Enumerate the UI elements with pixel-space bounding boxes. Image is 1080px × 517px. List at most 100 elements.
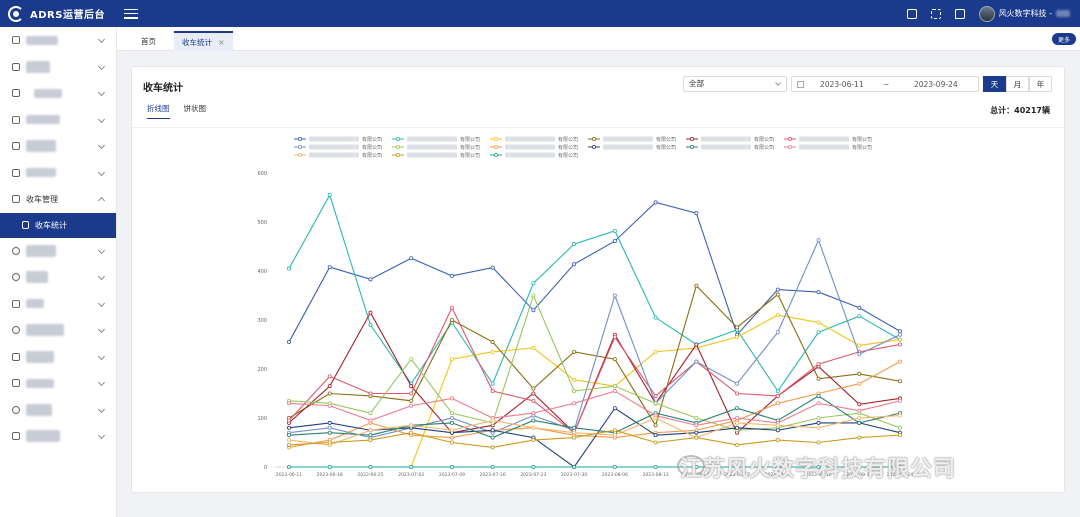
data-point xyxy=(816,393,821,398)
month-button[interactable]: 月 xyxy=(1006,76,1029,92)
legend-label: 有限公司 xyxy=(656,136,676,143)
page-title: 收车统计 xyxy=(143,83,183,94)
data-point xyxy=(490,464,495,469)
data-point xyxy=(898,337,903,342)
date-range-picker[interactable]: 2023-06-11 ~ 2023-09-24 xyxy=(791,76,979,92)
sidebar-item[interactable] xyxy=(0,423,116,450)
sidebar-item[interactable] xyxy=(0,54,116,81)
message-icon[interactable] xyxy=(954,8,965,19)
more-button[interactable]: 更多 xyxy=(1051,33,1076,45)
year-button[interactable]: 年 xyxy=(1029,76,1052,92)
sidebar-item[interactable] xyxy=(0,317,116,344)
sidebar-item[interactable] xyxy=(0,291,116,318)
x-tick-label: 2023-07-23 xyxy=(520,472,546,478)
data-point xyxy=(490,435,495,440)
data-point xyxy=(694,342,699,347)
screen-icon xyxy=(12,432,20,441)
legend-name-redacted xyxy=(309,136,359,142)
legend-marker xyxy=(788,145,793,150)
data-point xyxy=(449,415,454,420)
data-point xyxy=(816,290,821,295)
data-point xyxy=(612,406,617,411)
data-point xyxy=(775,313,780,318)
legend-marker xyxy=(297,153,302,158)
series-line xyxy=(288,284,901,427)
sidebar-item[interactable] xyxy=(0,370,116,397)
sidebar-item[interactable] xyxy=(0,27,116,54)
series-line xyxy=(288,395,901,439)
clock-icon xyxy=(12,246,20,255)
tab-pie-chart[interactable]: 饼状图 xyxy=(183,104,207,113)
day-button[interactable]: 天 xyxy=(983,76,1006,92)
data-point xyxy=(735,381,740,386)
sidebar-item-vehicle-management[interactable]: 收车管理 xyxy=(0,186,116,213)
data-point xyxy=(612,239,617,244)
data-point xyxy=(286,464,291,469)
sidebar-active-label: 收车统计 xyxy=(35,220,67,230)
data-point xyxy=(368,322,373,327)
data-point xyxy=(694,435,699,440)
sidebar-item[interactable] xyxy=(0,238,116,265)
data-point xyxy=(572,242,577,247)
legend-marker xyxy=(493,153,498,158)
sidebar-item[interactable] xyxy=(0,133,116,160)
data-point xyxy=(449,464,454,469)
user-name-redacted xyxy=(1056,10,1070,17)
stats-card: 收车统计 全部 2023-06-11 ~ 2023-09-24 天 月 年 折线… xyxy=(131,66,1065,493)
legend-marker xyxy=(493,145,498,150)
data-point xyxy=(572,377,577,382)
data-point xyxy=(694,423,699,428)
x-tick-label: 2023-06-25 xyxy=(357,472,383,478)
legend-label: 有限公司 xyxy=(460,144,480,151)
data-point xyxy=(735,325,740,330)
date-start[interactable]: 2023-06-11 xyxy=(820,80,864,89)
data-point xyxy=(898,359,903,364)
legend-label: 有限公司 xyxy=(362,152,382,159)
company-select[interactable]: 全部 xyxy=(683,76,787,92)
data-point xyxy=(857,371,862,376)
tab-vehicle-stats[interactable]: 收车统计 × xyxy=(174,31,233,51)
data-point xyxy=(612,293,617,298)
sidebar-item[interactable] xyxy=(0,344,116,371)
data-point xyxy=(898,332,903,337)
data-point xyxy=(898,425,903,430)
sidebar-item-vehicle-stats[interactable]: 收车统计 xyxy=(0,212,116,238)
data-point xyxy=(898,413,903,418)
legend-name-redacted xyxy=(505,144,555,150)
lock-icon[interactable] xyxy=(906,8,917,19)
close-icon[interactable]: × xyxy=(218,37,225,47)
sidebar-item[interactable] xyxy=(0,80,116,107)
fullscreen-icon[interactable] xyxy=(930,8,941,19)
tab-home[interactable]: 首页 xyxy=(141,36,156,46)
legend-marker xyxy=(493,137,498,142)
data-point xyxy=(898,464,903,469)
data-point xyxy=(572,435,577,440)
data-point xyxy=(816,320,821,325)
data-point xyxy=(490,340,495,345)
data-point xyxy=(327,374,332,379)
date-end[interactable]: 2023-09-24 xyxy=(914,80,958,89)
data-point xyxy=(612,428,617,433)
sidebar-item[interactable] xyxy=(0,107,116,134)
sidebar-item[interactable] xyxy=(0,397,116,424)
legend-label: 有限公司 xyxy=(558,152,578,159)
menu-toggle-icon[interactable] xyxy=(124,8,138,19)
sidebar-item[interactable] xyxy=(0,264,116,291)
sidebar-item[interactable] xyxy=(0,160,116,187)
data-point xyxy=(572,262,577,267)
tab-line-chart[interactable]: 折线图 xyxy=(147,103,170,119)
data-point xyxy=(409,357,414,362)
legend-marker xyxy=(690,145,695,150)
data-point xyxy=(490,265,495,270)
legend-label: 有限公司 xyxy=(754,144,774,151)
data-point xyxy=(572,401,577,406)
legend-name-redacted xyxy=(505,152,555,158)
data-point xyxy=(449,411,454,416)
data-point xyxy=(857,435,862,440)
date-separator: ~ xyxy=(883,80,890,89)
data-point xyxy=(327,265,332,270)
menu-item-icon xyxy=(12,142,20,151)
user-menu[interactable]: 风火数字科技 - xyxy=(978,5,1070,22)
y-tick-label: 600 xyxy=(257,171,267,177)
settings-icon xyxy=(12,326,20,335)
